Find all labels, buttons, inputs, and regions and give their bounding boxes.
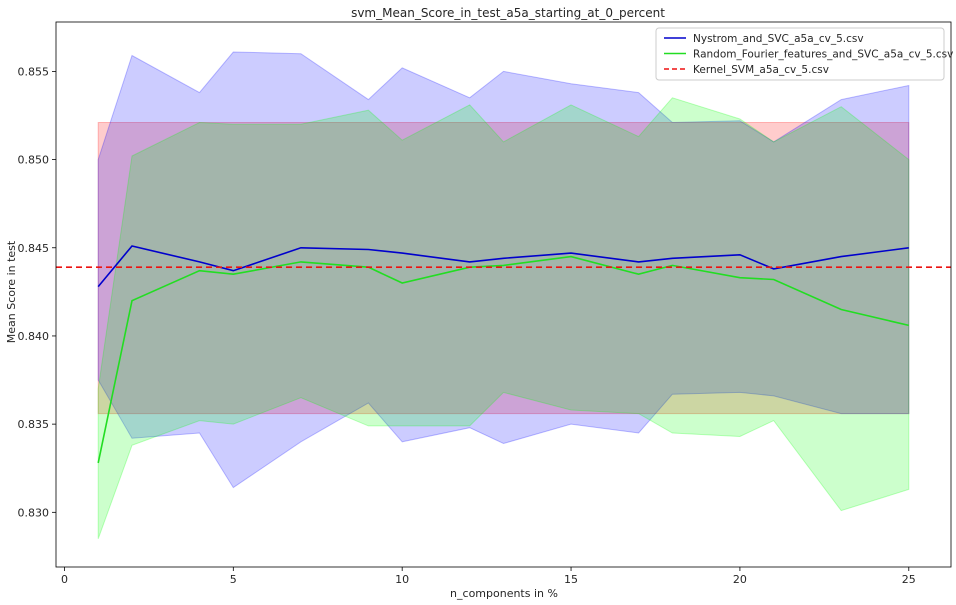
line-series-1 [97,255,909,464]
y-tick-label: 0.855 [18,65,50,78]
line-series-0 [97,245,909,288]
x-tick-label: 0 [61,573,68,586]
band-series-2 [97,122,910,415]
series-lines [56,245,951,464]
chart-title: svm_Mean_Score_in_test_a5a_starting_at_0… [351,6,665,20]
y-tick-label: 0.850 [18,154,50,167]
y-axis: 0.830 0.835 0.840 0.845 0.850 0.855 [18,65,56,519]
legend-box [655,27,945,81]
band-series-1 [97,97,910,539]
x-axis-label: n_components in % [450,587,558,600]
y-tick-label: 0.830 [18,506,50,519]
x-tick-label: 10 [395,573,409,586]
plot-frame [55,21,952,568]
legend-label-1: Random_Fourier_features_and_SVC_a5a_cv_5… [693,49,953,61]
y-tick-label: 0.840 [18,330,50,343]
x-axis: 0 5 10 15 20 25 [61,567,916,586]
x-tick-label: 20 [733,573,747,586]
x-tick-label: 15 [564,573,578,586]
x-tick-label: 5 [230,573,237,586]
band-series-0 [97,51,910,489]
legend: Nystrom_and_SVC_a5a_cv_5.csv Random_Fouri… [655,27,953,81]
legend-label-0: Nystrom_and_SVC_a5a_cv_5.csv [693,33,864,45]
y-tick-label: 0.845 [18,242,50,255]
y-tick-label: 0.835 [18,418,50,431]
y-axis-label: Mean Score in test [5,240,18,343]
x-tick-label: 25 [902,573,916,586]
confidence-bands [97,51,910,539]
legend-label-2: Kernel_SVM_a5a_cv_5.csv [693,64,829,76]
